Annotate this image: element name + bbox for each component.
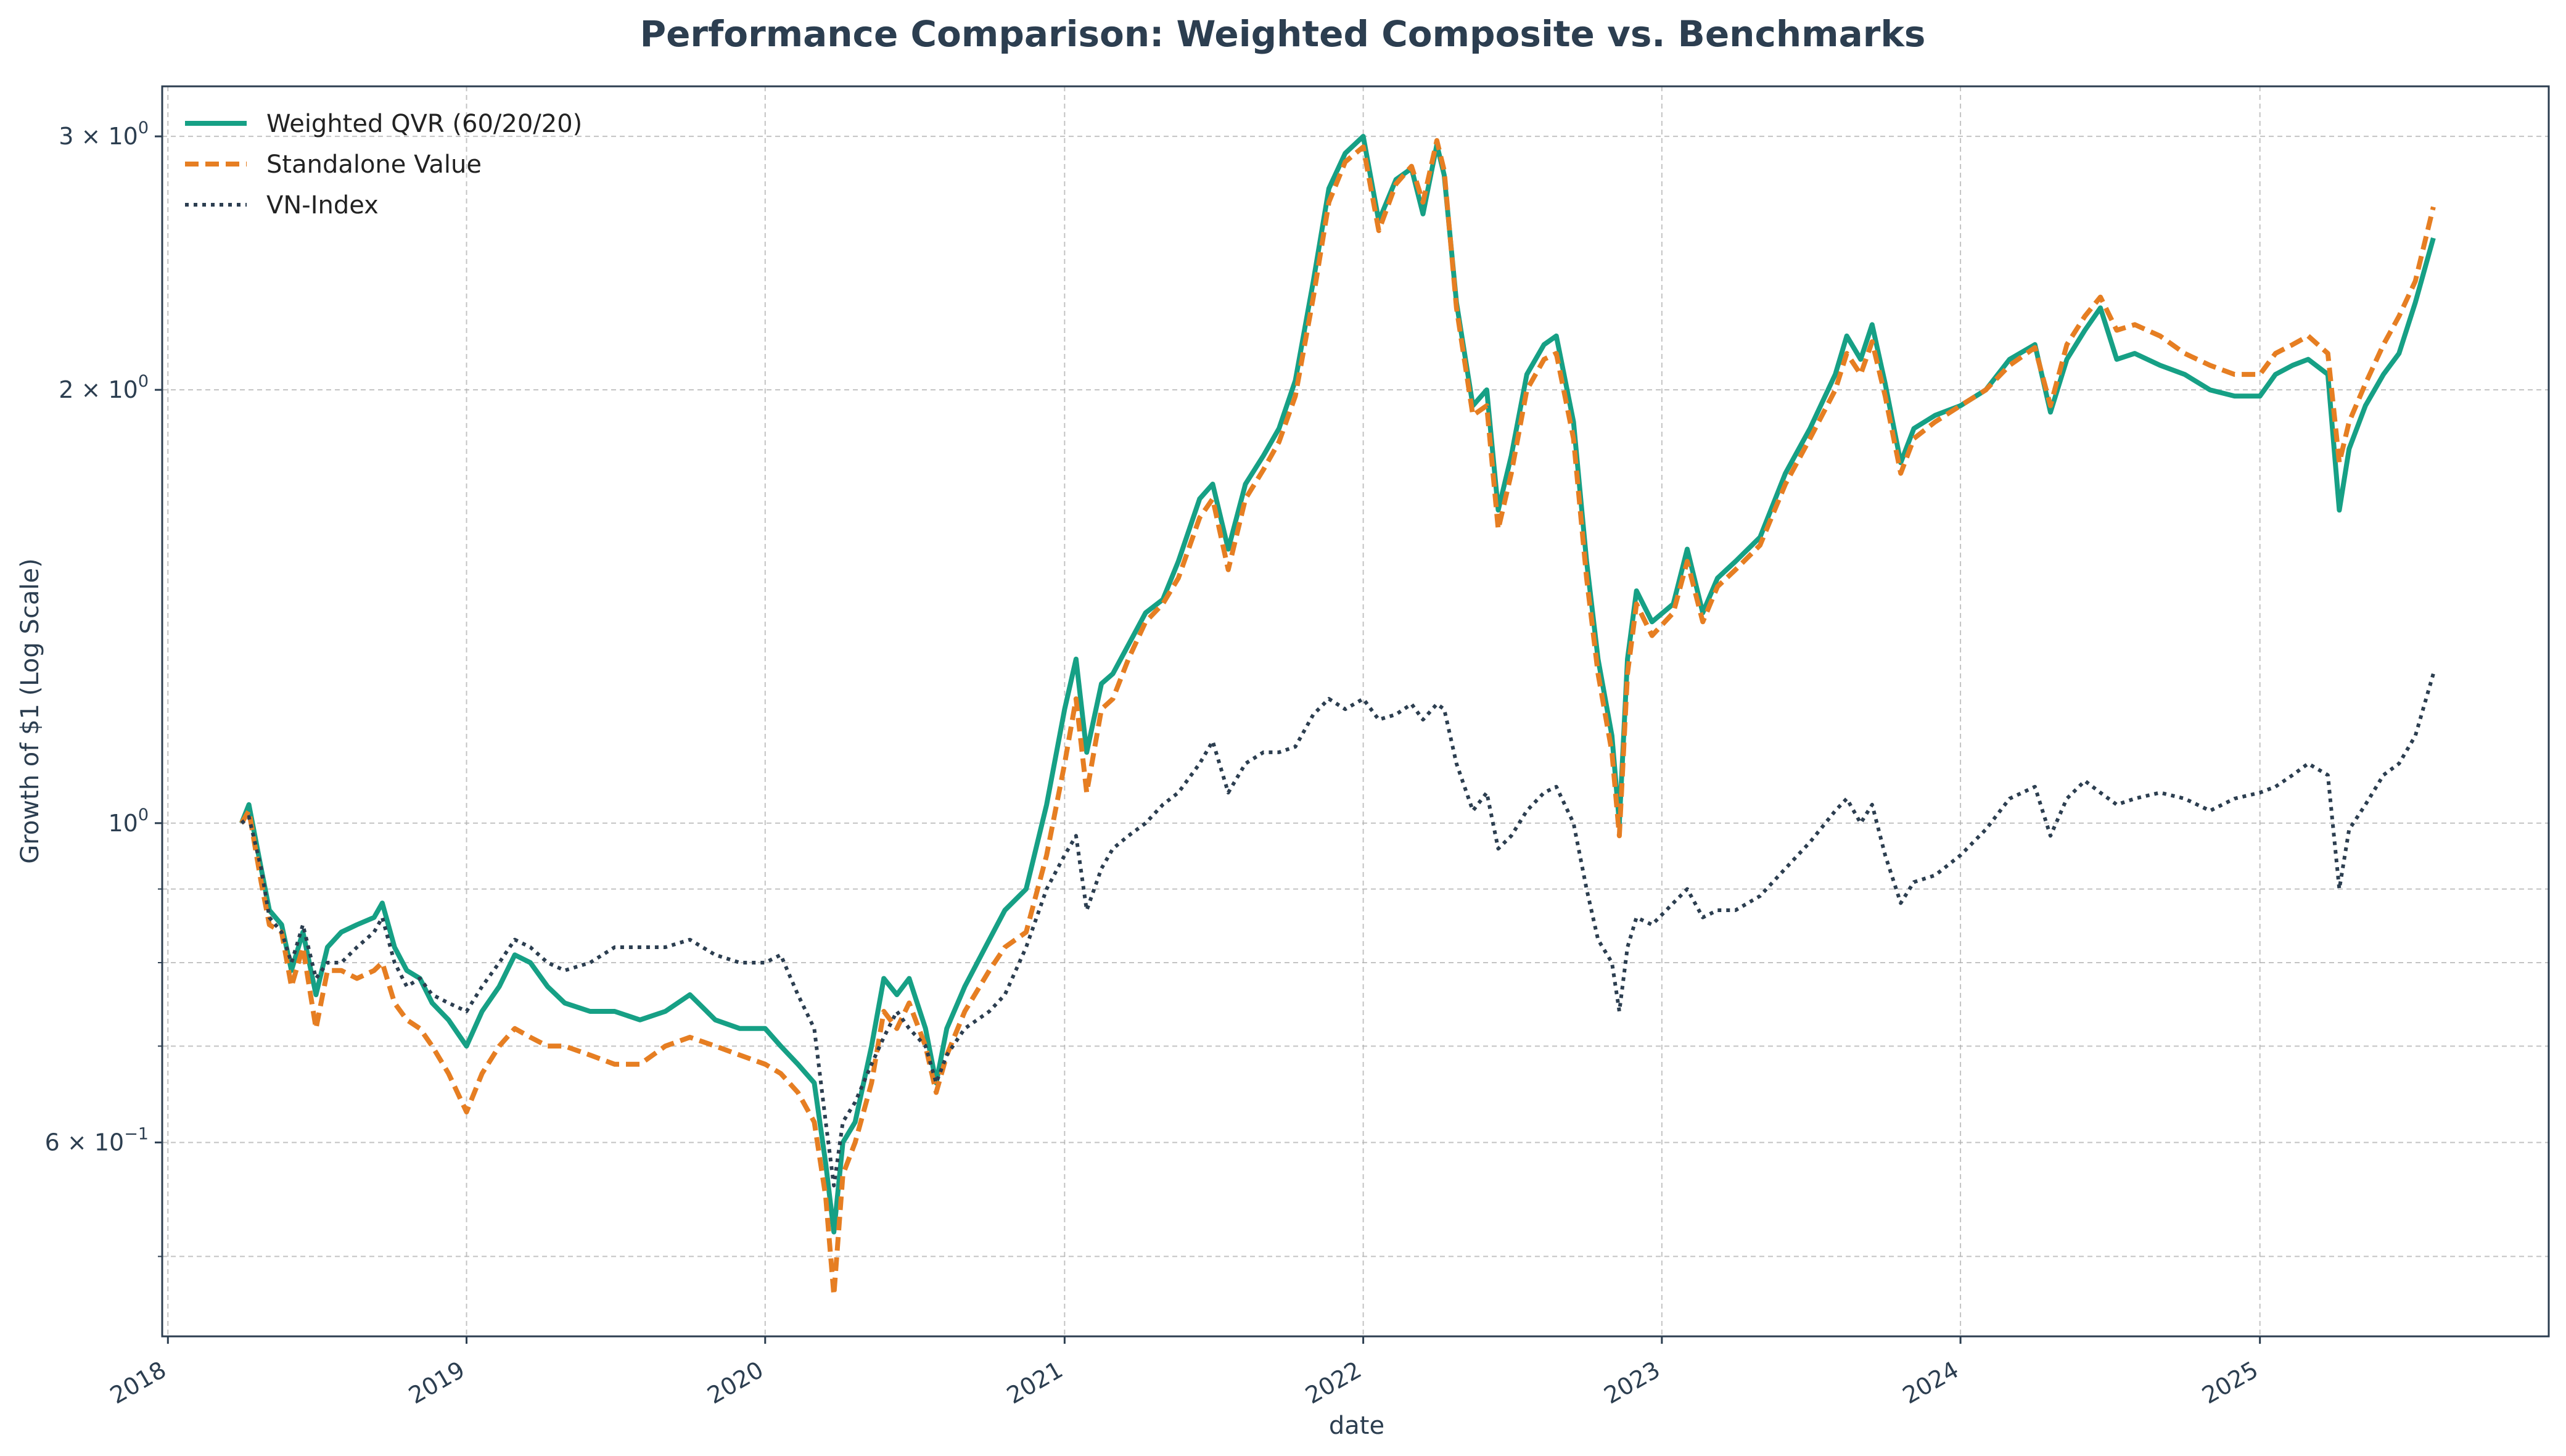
legend: Weighted QVR (60/20/20) Standalone Value V… [185,110,582,220]
legend-label-1: Standalone Value [266,150,482,179]
chart-title: Performance Comparison: Weighted Composi… [640,13,1926,55]
y-tick-base-2: 2 × 10 [59,376,138,403]
legend-label-0: Weighted QVR (60/20/20) [266,110,582,138]
series-layer [239,134,2436,1298]
series-line-0 [239,134,2436,1235]
plot-frame [161,85,2550,1338]
x-tick-label-2023: 2023 [1600,1356,1665,1409]
y-tick-label-1: 100 [108,805,149,837]
y-tick-exponent-3: 0 [138,118,149,138]
y-tick-label-2: 2 × 100 [59,372,149,403]
x-tick-label-2019: 2019 [404,1356,469,1409]
x-axis: 2018 2019 2020 2021 2022 2023 2024 2025 [105,1336,2263,1409]
y-tick-base-0: 6 × 10 [45,1129,125,1156]
y-tick-exponent-2: 0 [138,372,149,391]
y-tick-label-3: 3 × 100 [59,118,149,150]
x-tick-label-2018: 2018 [105,1356,171,1409]
grid-layer [162,86,2549,1336]
x-tick-label-2021: 2021 [1002,1356,1067,1409]
x-tick-label-2022: 2022 [1301,1356,1366,1409]
legend-label-2: VN-Index [266,191,379,220]
y-tick-exponent-0: −1 [124,1125,149,1144]
x-axis-label: date [1329,1412,1384,1440]
y-tick-base-3: 3 × 10 [59,123,138,150]
x-tick-label-2020: 2020 [703,1356,768,1409]
y-tick-label-0: 6 × 10−1 [45,1125,149,1156]
x-tick-label-2024: 2024 [1898,1356,1964,1409]
y-axis-label: Growth of $1 (Log Scale) [16,558,44,863]
x-tick-label-2025: 2025 [2197,1356,2263,1409]
series-line-1 [239,138,2436,1298]
y-tick-base-1: 10 [108,810,138,837]
y-tick-exponent-1: 0 [138,805,149,825]
series-line-2 [240,673,2435,1188]
